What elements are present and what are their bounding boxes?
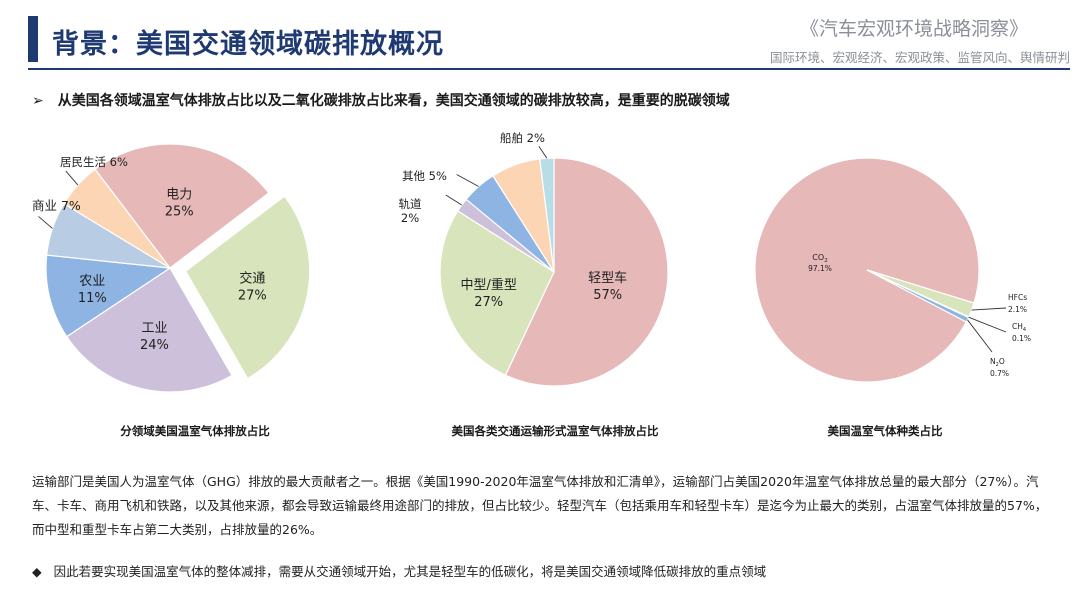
slice-name-label: CO2: [812, 253, 827, 264]
slice-outside-label: HFCs: [1008, 293, 1027, 302]
brand-subtitle: 国际环境、宏观经济、宏观政策、监管风向、舆情研判: [769, 50, 1070, 65]
slice-outside-label: 0.7%: [990, 369, 1009, 378]
pie-slice-中型/重型: [439, 210, 555, 376]
footnote-text: 因此若要实现美国温室气体的整体减排，需要从交通领域开始，尤其是轻型车的低碳化，将…: [53, 564, 767, 579]
chart-title-gas: 美国温室气体种类占比: [827, 424, 943, 438]
slice-name-label: 工业: [141, 321, 167, 336]
diamond-bullet-icon: ◆: [32, 564, 42, 579]
page-title: 背景：美国交通领域碳排放概况: [52, 29, 444, 60]
slice-value-label: 27%: [474, 295, 503, 310]
leader-line: [968, 316, 1007, 333]
brand-title: 《汽车宏观环境战略洞察》: [799, 18, 1028, 40]
footnote: ◆ 因此若要实现美国温室气体的整体减排，需要从交通领域开始，尤其是轻型车的低碳化，…: [32, 561, 766, 580]
slice-value-label: 97.1%: [808, 264, 832, 273]
leader-line: [971, 307, 1007, 311]
leader-line: [967, 319, 993, 353]
header-divider: [28, 68, 1070, 70]
slice-outside-label: N2O: [990, 357, 1005, 368]
slice-outside-label: 居民生活 6%: [60, 155, 128, 169]
leader-line: [445, 194, 463, 206]
slice-name-label: 电力: [166, 188, 192, 203]
pie-slice-轻型车: [504, 157, 669, 387]
slice-name-label: 农业: [79, 274, 105, 289]
leader-line: [456, 174, 479, 187]
slice-outside-label: 船舶 2%: [500, 131, 545, 145]
pie-slice-工业: [65, 267, 233, 393]
slice-outside-label: 商业 7%: [32, 198, 81, 213]
slice-outside-label: 2.1%: [1008, 305, 1027, 314]
slice-name-label: 交通: [239, 271, 265, 287]
leader-line: [538, 145, 548, 159]
chart-title-sector: 分领域美国温室气体排放占比: [120, 424, 270, 438]
arrow-bullet-icon: ➢: [32, 93, 44, 109]
pie-chart-sector-emissions: 电力 25% 交通 27% 工业 24% 农业 11% 商业 7% 居民生活 6%: [32, 143, 311, 393]
pie-slice-N: [866, 269, 970, 323]
slice-value-label: 57%: [593, 288, 622, 303]
slice-outside-label: 其他 5%: [402, 169, 447, 183]
pie-chart-transport-modes: 轻型车 57% 中型/重型 27% 轨道2% 其他 5% 船舶 2%: [399, 131, 669, 387]
leader-line: [38, 216, 53, 229]
slice-outside-label: CH4: [1012, 322, 1026, 333]
leader-line: [65, 170, 79, 186]
slice-value-label: 11%: [78, 291, 107, 306]
slice-outside-label: 2%: [401, 211, 419, 225]
slice-value-label: 27%: [238, 289, 267, 304]
pie-slice-交通: [184, 195, 311, 380]
body-paragraph: 运输部门是美国人为温室气体（GHG）排放的最大贡献者之一。根据《美国1990-2…: [32, 474, 1048, 537]
headline: ➢ 从美国各领域温室气体排放占比以及二氧化碳排放占比来看，美国交通领域的碳排放较高…: [32, 90, 730, 110]
slice-value-label: 24%: [140, 338, 169, 353]
chart-title-transport: 美国各类交通运输形式温室气体排放占比: [451, 424, 659, 438]
pie-slice-农业: [45, 254, 172, 338]
slice-outside-label: 轨道: [399, 197, 422, 211]
slice-name-label: 轻型车: [588, 270, 627, 286]
slice-outside-label: 0.1%: [1012, 334, 1031, 343]
slice-value-label: 25%: [165, 205, 194, 220]
headline-text: 从美国各领域温室气体排放占比以及二氧化碳排放占比来看，美国交通领域的碳排放较高，…: [57, 93, 730, 109]
title-accent-bar: [28, 16, 38, 62]
pie-slice-电力: [94, 143, 270, 269]
slice-name-label: 中型/重型: [461, 277, 517, 293]
